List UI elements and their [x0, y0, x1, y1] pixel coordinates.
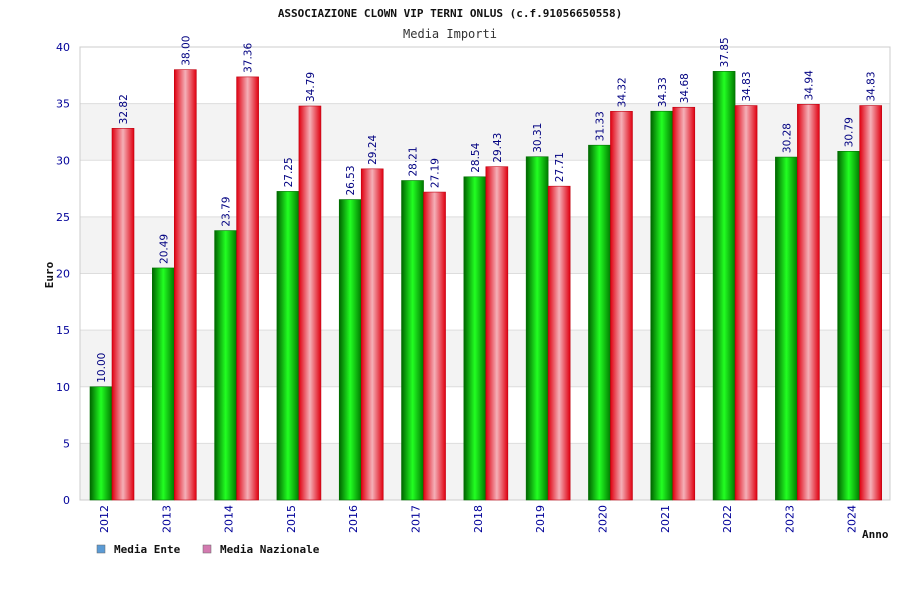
x-axis-ticks: 2012 2013 2014 2015 2016 2017 2018 2019 2020 2021… — [98, 505, 859, 533]
bar-media-nazionale — [298, 105, 322, 501]
bar-data-label: 29.43 — [492, 133, 504, 163]
x-tick-label: 2024 — [846, 505, 859, 533]
bar-data-label: 29.24 — [367, 134, 379, 164]
x-tick-label: 2020 — [596, 505, 609, 533]
x-tick-label: 2014 — [223, 505, 236, 533]
bar-media-ente — [650, 110, 674, 501]
bar-media-nazionale — [360, 168, 384, 501]
x-tick-label: 2015 — [285, 505, 298, 533]
y-tick-label: 25 — [56, 211, 70, 224]
x-tick-label: 2021 — [659, 505, 672, 533]
y-tick-label: 40 — [56, 41, 70, 54]
bar-data-label: 37.85 — [719, 37, 731, 67]
y-tick-label: 30 — [56, 154, 70, 167]
bar-media-ente — [338, 199, 362, 501]
bar-data-label: 34.33 — [657, 77, 669, 107]
y-tick-label: 5 — [63, 437, 70, 450]
bar-media-nazionale — [423, 191, 446, 501]
bar-data-label: 34.94 — [803, 70, 815, 100]
bar-media-ente — [276, 191, 300, 501]
y-axis-label: Euro — [43, 261, 56, 288]
bar-media-ente — [775, 156, 798, 501]
bar-media-nazionale — [734, 105, 758, 501]
x-tick-label: 2022 — [721, 505, 734, 533]
bar-media-nazionale — [236, 76, 259, 501]
bar-media-ente — [525, 156, 549, 501]
bar-data-label: 28.54 — [470, 142, 482, 172]
bar-data-label: 27.19 — [430, 158, 442, 188]
bar-data-label: 10.00 — [96, 353, 108, 383]
bar-data-label: 37.36 — [243, 43, 255, 73]
x-tick-label: 2023 — [783, 505, 796, 533]
y-axis: 0 5 10 15 20 25 30 35 40 — [56, 41, 70, 507]
bar-data-label: 38.00 — [180, 36, 192, 66]
bar-data-label: 26.53 — [345, 165, 357, 195]
x-tick-label: 2018 — [472, 505, 485, 533]
x-axis-label: Anno — [862, 528, 889, 541]
bar-media-nazionale — [859, 105, 882, 501]
bar-data-label: 34.83 — [741, 71, 753, 101]
bar-media-ente — [152, 267, 175, 501]
bar-media-ente — [712, 71, 736, 501]
y-tick-label: 35 — [56, 98, 70, 111]
bar-data-label: 32.82 — [118, 94, 130, 124]
legend-swatch-media-nazionale — [202, 544, 212, 554]
bar-data-label: 34.68 — [679, 73, 691, 103]
bar-data-label: 23.79 — [221, 197, 233, 227]
grid-band — [80, 47, 890, 104]
chart-title: ASSOCIAZIONE CLOWN VIP TERNI ONLUS (c.f.… — [278, 7, 622, 20]
legend-swatch-media-ente — [96, 544, 106, 554]
bar-labels: 10.00 32.82 20.49 38.00 23.79 37.36 27.25 34.79… — [96, 36, 878, 383]
y-tick-label: 0 — [63, 494, 70, 507]
y-tick-label: 15 — [56, 324, 70, 337]
bar-media-ente — [89, 386, 113, 501]
grid-band — [80, 103, 890, 161]
bars — [89, 69, 882, 501]
bar-media-ente — [401, 180, 424, 501]
bar-data-label: 34.32 — [616, 77, 628, 107]
bar-data-label: 28.21 — [408, 146, 420, 176]
bar-data-label: 27.71 — [554, 152, 566, 182]
bar-media-nazionale — [485, 166, 509, 501]
bar-data-label: 27.25 — [283, 157, 295, 187]
bar-data-label: 31.33 — [594, 111, 606, 141]
bar-media-nazionale — [610, 111, 633, 501]
bar-media-nazionale — [547, 185, 571, 501]
x-tick-label: 2019 — [534, 505, 547, 533]
bar-data-label: 34.83 — [866, 71, 878, 101]
bar-media-ente — [463, 176, 487, 501]
bar-media-nazionale — [174, 69, 197, 501]
x-tick-label: 2012 — [98, 505, 111, 533]
bar-data-label: 30.79 — [844, 117, 856, 147]
x-tick-label: 2017 — [410, 505, 423, 533]
y-tick-label: 10 — [56, 381, 70, 394]
bar-media-nazionale — [111, 128, 135, 501]
bar-media-ente — [837, 151, 860, 501]
bar-media-nazionale — [672, 106, 696, 501]
y-tick-label: 20 — [56, 268, 70, 281]
bar-data-label: 34.79 — [305, 72, 317, 102]
bar-data-label: 20.49 — [158, 234, 170, 264]
chart-subtitle: Media Importi — [403, 27, 497, 41]
x-tick-label: 2016 — [347, 505, 360, 533]
legend-label-media-nazionale: Media Nazionale — [220, 543, 320, 556]
bar-data-label: 30.28 — [781, 123, 793, 153]
bar-media-nazionale — [797, 104, 820, 501]
x-tick-label: 2013 — [160, 505, 173, 533]
bar-data-label: 30.31 — [532, 123, 544, 153]
legend-label-media-ente: Media Ente — [114, 543, 181, 556]
legend: Media Ente Media Nazionale — [96, 543, 320, 556]
bar-media-ente — [588, 144, 611, 501]
bar-media-ente — [214, 230, 237, 501]
